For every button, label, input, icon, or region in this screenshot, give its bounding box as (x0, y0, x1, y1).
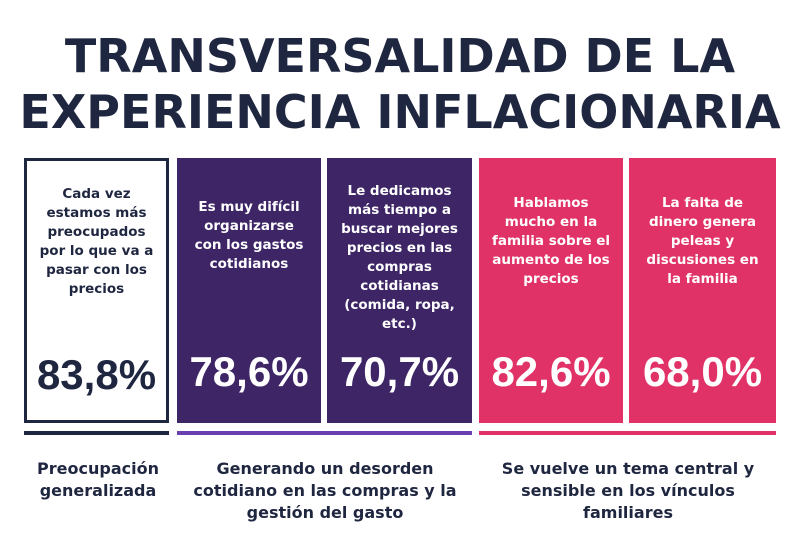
stat-card-value: 70,7% (339, 348, 460, 395)
page-title: TRANSVERSALIDAD DE LA EXPERIENCIA INFLAC… (0, 28, 800, 140)
stat-card-value: 83,8% (36, 351, 157, 398)
stat-card-text: La falta de dinero genera peleas y discu… (646, 195, 759, 287)
title-line-2: EXPERIENCIA INFLACIONARIA (19, 85, 781, 139)
stat-card-value: 68,0% (642, 348, 763, 395)
title-line-1: TRANSVERSALIDAD DE LA (64, 29, 736, 83)
group-caption-spending: Generando un desorden cotidiano en las c… (193, 459, 457, 522)
stat-card-value: 78,6% (189, 348, 309, 395)
group-bar-spending (177, 431, 472, 435)
group-caption-family: Se vuelve un tema central y sensible en … (501, 459, 755, 522)
stat-card-text: Es muy difícil organizarse con los gasto… (194, 199, 304, 272)
stat-card-text: Hablamos mucho en la familia sobre el au… (491, 195, 610, 287)
stat-card-organize: Es muy difícil organizarse con los gasto… (177, 158, 321, 423)
group-bar-worry (24, 431, 169, 435)
stat-card-family-talk: Hablamos mucho en la familia sobre el au… (479, 158, 623, 423)
stat-card-text: Cada vez estamos más preocupados por lo … (39, 186, 154, 297)
stat-card-search-prices: Le dedicamos más tiempo a buscar mejores… (327, 158, 472, 423)
group-bar-family (479, 431, 776, 435)
stat-card-worry: Cada vez estamos más preocupados por lo … (24, 158, 169, 423)
stat-card-family-fights: La falta de dinero genera peleas y discu… (629, 158, 776, 423)
stat-card-value: 82,6% (491, 348, 611, 395)
stat-card-text: Le dedicamos más tiempo a buscar mejores… (341, 183, 458, 332)
group-caption-worry: Preocupación generalizada (37, 459, 159, 500)
